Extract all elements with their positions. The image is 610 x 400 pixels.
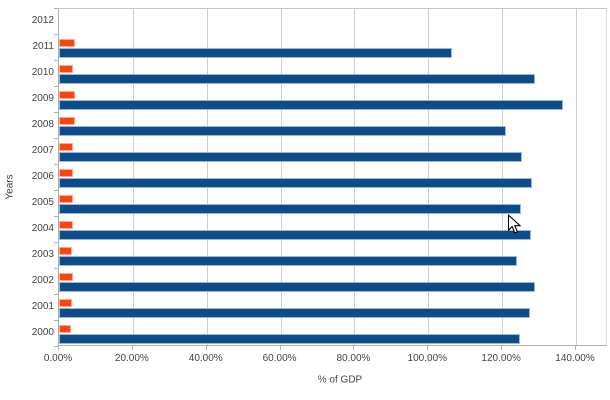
y-tick-label-year: 2001 (31, 301, 54, 312)
y-axis-tick (54, 86, 58, 87)
y-axis-title: Years (4, 174, 16, 200)
x-axis-tick (501, 346, 503, 350)
y-axis-tick (54, 8, 58, 9)
x-tick-label: 80.00% (336, 353, 371, 364)
y-axis-tick (54, 60, 58, 61)
bar-orange-2010 (59, 65, 74, 73)
bar-orange-2004 (59, 221, 73, 229)
bar-blue-2001 (59, 307, 530, 318)
bar-blue-2002 (59, 281, 535, 292)
y-tick-label-year: 2011 (32, 41, 54, 52)
y-axis-tick (54, 112, 58, 113)
bar-blue-2008 (59, 125, 506, 136)
bar-orange-2000 (59, 325, 71, 333)
x-gridline (428, 9, 430, 345)
x-tick-label: 60.00% (262, 353, 297, 364)
bar-blue-2007 (59, 151, 522, 162)
x-tick-label: 40.00% (188, 353, 223, 364)
bar-orange-2002 (59, 273, 74, 281)
y-axis-tick (54, 242, 58, 243)
bar-blue-2000 (59, 333, 520, 344)
y-axis-tick (54, 320, 58, 321)
bar-blue-2010 (59, 73, 535, 84)
bar-blue-2009 (59, 99, 564, 110)
bar-blue-2005 (59, 203, 521, 214)
y-axis-tick (54, 164, 58, 165)
bar-orange-2006 (59, 169, 73, 177)
x-axis-title: % of GDP (317, 374, 363, 386)
bar-blue-2003 (59, 255, 517, 266)
x-tick-label: 0.00% (43, 353, 73, 364)
y-axis-tick (54, 268, 58, 269)
bar-blue-2004 (59, 229, 532, 240)
y-tick-label-year: 2010 (31, 67, 54, 78)
y-tick-label-year: 2012 (31, 15, 54, 26)
x-gridline (354, 9, 356, 345)
x-gridline (132, 9, 134, 345)
x-axis-tick (58, 346, 59, 350)
plot-area (58, 8, 607, 346)
y-tick-label-year: 2003 (31, 249, 54, 260)
bar-orange-2001 (59, 299, 72, 307)
y-axis-tick (54, 190, 58, 191)
mouse-cursor-icon (507, 214, 521, 234)
x-axis-tick (427, 346, 429, 350)
x-tick-label: 100.00% (407, 353, 448, 364)
y-tick-label-year: 2002 (31, 275, 54, 286)
bar-orange-2005 (59, 195, 73, 203)
y-axis-tick (54, 294, 58, 295)
y-tick-label-year: 2000 (31, 327, 54, 338)
x-tick-label: 140.00% (555, 353, 595, 364)
x-axis-tick (279, 346, 281, 350)
x-tick-label: 120.00% (481, 353, 521, 364)
bar-orange-2007 (59, 143, 74, 151)
y-axis-tick (54, 138, 58, 139)
y-axis-tick (54, 34, 58, 35)
x-axis-tick (205, 346, 207, 350)
y-tick-label-year: 2009 (31, 93, 54, 104)
bar-orange-2003 (59, 247, 72, 255)
x-axis-tick (131, 346, 133, 350)
y-tick-label-year: 2004 (31, 223, 54, 234)
y-tick-label-year: 2006 (31, 171, 54, 182)
x-axis-tick (353, 346, 355, 350)
x-gridline (280, 9, 282, 345)
y-axis-tick (54, 346, 58, 347)
y-tick-label-year: 2007 (31, 145, 54, 156)
bar-orange-2008 (59, 117, 75, 125)
bar-blue-2006 (59, 177, 533, 188)
x-axis-tick (575, 346, 577, 350)
x-gridline (206, 9, 208, 345)
x-tick-label: 20.00% (114, 353, 149, 364)
bar-blue-2011 (59, 47, 452, 58)
bar-orange-2009 (59, 91, 75, 99)
y-axis-tick (54, 216, 58, 217)
y-tick-label-year: 2008 (31, 119, 54, 130)
y-tick-label-year: 2005 (31, 197, 54, 208)
x-gridline (576, 9, 578, 345)
bar-orange-2011 (59, 39, 75, 47)
x-gridline (502, 9, 504, 345)
